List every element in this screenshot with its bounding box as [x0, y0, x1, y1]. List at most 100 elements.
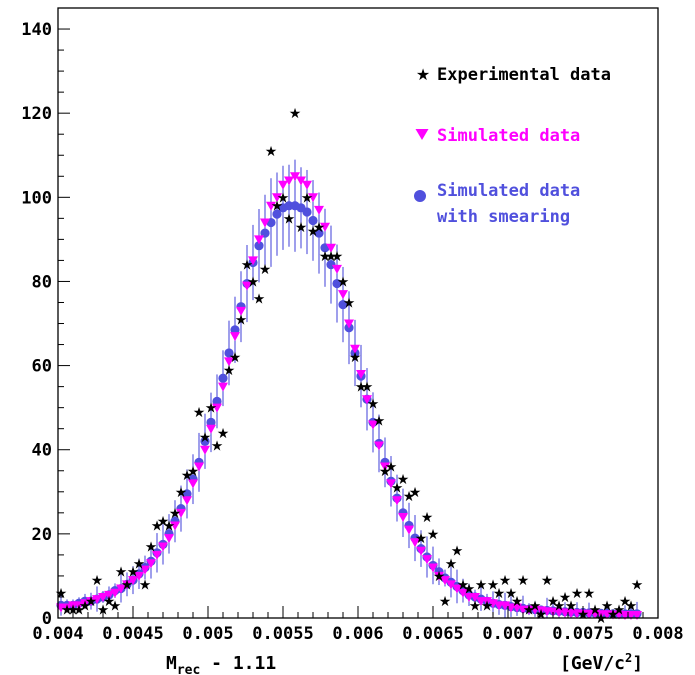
- experimental-point: ★: [229, 351, 242, 366]
- data-layer: ★★★★★★★★★★★★★★★★★★★★★★★★★★★★★★★★★★★★★★★★…: [55, 107, 644, 627]
- sim-point: [230, 332, 240, 342]
- experimental-point: ★: [145, 540, 158, 555]
- sim-point: [254, 235, 264, 245]
- y-tick-label: 80: [32, 272, 52, 292]
- experimental-point: ★: [355, 381, 368, 396]
- sim-point: [242, 281, 252, 291]
- experimental-point: ★: [325, 250, 338, 265]
- experimental-point: ★: [397, 473, 410, 488]
- x-tick-label: 0.005: [182, 624, 233, 644]
- sim-point: [92, 595, 102, 605]
- experimental-point: ★: [103, 595, 116, 610]
- smeared-sim-point: [224, 348, 234, 358]
- sim-point: [74, 601, 84, 611]
- sim-point: [428, 563, 438, 573]
- experimental-point: ★: [421, 511, 434, 526]
- sim-point: [152, 550, 162, 560]
- experimental-point: ★: [529, 599, 542, 614]
- experimental-point: ★: [247, 275, 260, 290]
- experimental-point: ★: [415, 532, 428, 547]
- sim-point: [290, 172, 300, 182]
- smeared-sim-point: [272, 209, 282, 219]
- legend-label-experimental: Experimental data: [437, 65, 611, 85]
- experimental-point: ★: [385, 461, 398, 476]
- sim-point: [458, 588, 468, 598]
- experimental-point: ★: [181, 469, 194, 484]
- experimental-point: ★: [289, 107, 302, 122]
- x-tick-label: 0.0045: [102, 624, 163, 644]
- smeared-sim-point: [308, 215, 318, 226]
- experimental-point: ★: [379, 465, 392, 480]
- experimental-point: ★: [61, 604, 74, 619]
- sim-point: [128, 576, 138, 586]
- experimental-point: ★: [409, 486, 422, 501]
- sim-point: [80, 599, 90, 609]
- experimental-point: ★: [193, 406, 206, 421]
- y-axis: 0 20 40 60 80 100 120 140: [21, 7, 70, 629]
- experimental-point: ★: [499, 574, 512, 589]
- sim-point: [296, 176, 306, 186]
- sim-point: [116, 584, 126, 594]
- x-tick-label: 0.0065: [402, 624, 463, 644]
- sim-point: [86, 597, 96, 607]
- experimental-point: ★: [205, 402, 218, 417]
- smeared-sim-point: [206, 417, 216, 427]
- experimental-point: ★: [139, 578, 152, 593]
- sim-point: [320, 222, 330, 232]
- experimental-point: ★: [601, 599, 614, 614]
- sim-point: [386, 479, 396, 489]
- sim-point: [206, 424, 216, 434]
- smeared-sim-point: [338, 299, 348, 310]
- experimental-point: ★: [511, 595, 524, 610]
- experimental-point: ★: [547, 595, 560, 610]
- sim-point: [200, 445, 210, 455]
- sim-point: [62, 603, 72, 613]
- experimental-point: ★: [541, 574, 554, 589]
- sim-point: [374, 441, 384, 451]
- experimental-point: ★: [451, 545, 464, 560]
- sim-point: [416, 546, 426, 556]
- experimental-point: ★: [439, 595, 452, 610]
- smeared-sim-point: [302, 207, 312, 217]
- sim-point: [248, 256, 258, 266]
- experimental-point: ★: [115, 566, 128, 581]
- sim-point: [440, 576, 450, 586]
- y-tick-label: 140: [21, 20, 52, 40]
- sim-point: [140, 565, 150, 575]
- experimental-point: ★: [571, 587, 584, 602]
- experimental-point: ★: [337, 275, 350, 290]
- experimental-point: ★: [259, 263, 272, 278]
- experimental-point: ★: [349, 351, 362, 366]
- sim-point: [410, 538, 420, 548]
- sim-point: [356, 370, 366, 379]
- experimental-point: ★: [187, 465, 200, 480]
- y-tick-label: 60: [32, 357, 52, 377]
- experimental-point: ★: [445, 557, 458, 572]
- experimental-point: ★: [55, 587, 68, 602]
- experimental-point: ★: [67, 604, 80, 619]
- experimental-point: ★: [241, 259, 254, 274]
- sim-point: [176, 508, 186, 518]
- sim-point: [302, 180, 312, 190]
- smeared-sim-point: [254, 241, 264, 251]
- experimental-point: ★: [121, 578, 134, 593]
- experimental-point: ★: [433, 570, 446, 585]
- sim-point: [392, 496, 402, 506]
- sim-point: [422, 555, 432, 565]
- sim-point: [326, 243, 336, 253]
- experimental-point: ★: [295, 221, 308, 236]
- experimental-point: ★: [625, 599, 638, 614]
- sim-point: [314, 205, 324, 215]
- experimental-point: ★: [505, 587, 518, 602]
- experimental-point: ★: [427, 528, 440, 543]
- sim-point: [362, 395, 372, 405]
- experimental-point: ★: [361, 381, 374, 396]
- sim-point: [146, 559, 156, 569]
- sim-point: [218, 382, 228, 392]
- sim-point: [98, 592, 108, 602]
- legend-label-smeared-line1: Simulated data: [437, 181, 580, 201]
- y-tick-label: 0: [42, 609, 52, 629]
- sim-point: [344, 319, 354, 329]
- sim-point: [194, 462, 204, 472]
